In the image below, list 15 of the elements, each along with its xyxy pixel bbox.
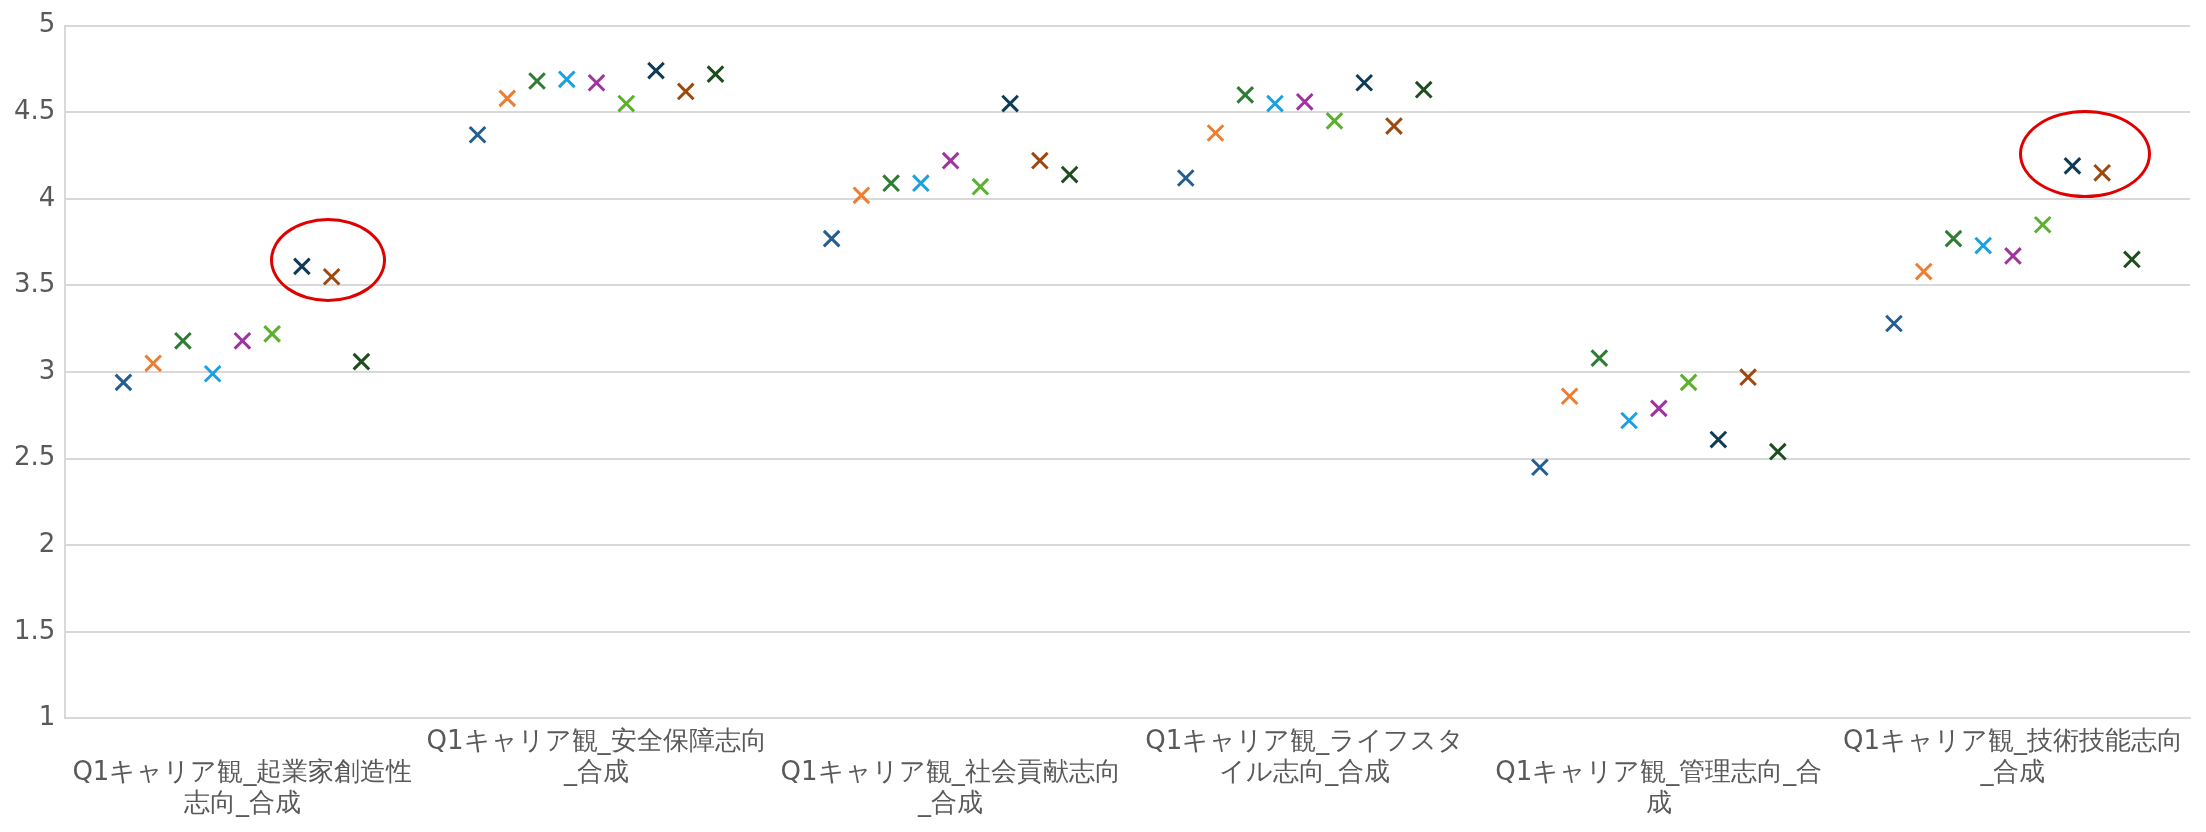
y-tick-label: 3 xyxy=(38,354,56,385)
y-tick-label: 2.5 xyxy=(13,441,56,472)
y-tick-label: 1 xyxy=(38,701,56,732)
y-tick-label: 5 xyxy=(38,8,56,39)
y-tick-label: 4 xyxy=(38,181,56,212)
y-tick-label: 2 xyxy=(38,527,56,558)
x-tick-label: Q1キャリア観_社会貢献志向_合成 xyxy=(780,755,1121,818)
x-tick-label: Q1キャリア観_起業家創造性志向_合成 xyxy=(72,755,413,818)
x-tick-label: Q1キャリア観_技術技能志向_合成 xyxy=(1842,724,2183,786)
y-tick-label: 4.5 xyxy=(13,94,56,125)
y-tick-label: 3.5 xyxy=(13,268,56,299)
y-tick-label: 1.5 xyxy=(13,614,56,645)
x-tick-label: Q1キャリア観_安全保障志向_合成 xyxy=(426,724,767,786)
x-tick-label: Q1キャリア観_管理志向_合成 xyxy=(1495,755,1823,818)
x-tick-label: Q1キャリア観_ライフスタイル志向_合成 xyxy=(1145,724,1465,786)
